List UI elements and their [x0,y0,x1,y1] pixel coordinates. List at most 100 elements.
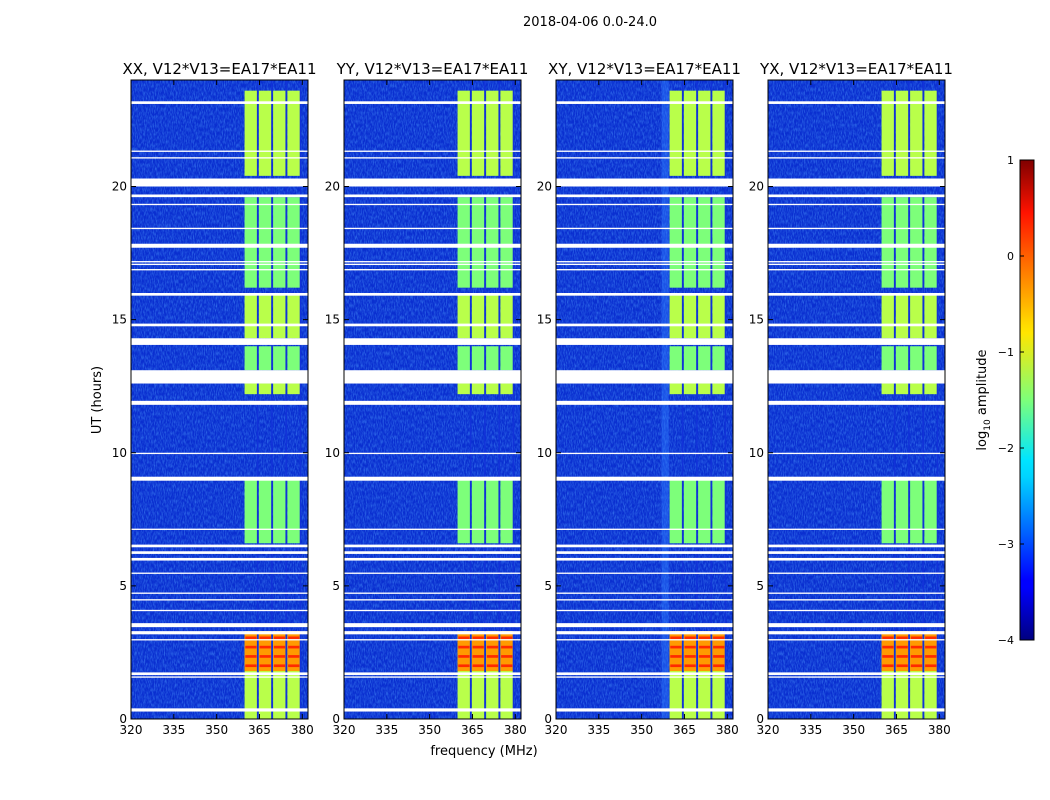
rfi-subband-block [712,479,726,544]
panel-image [556,80,733,719]
flagged-row [131,150,308,152]
flagged-row [556,639,733,641]
flagged-row [344,572,521,574]
flagged-row [344,623,521,628]
flagged-row [344,639,521,641]
rfi-subband-block [287,90,301,176]
rfi-subband-block [895,197,909,288]
colorbar-tick-label: −4 [998,634,1014,647]
rfi-strong-block [471,631,485,672]
rfi-subband-block [500,479,514,544]
panel-3: XY, V12*V13=EA17*EA11 320 335 350 365 380 0 5 10… [537,60,741,737]
rfi-subband-block [698,197,711,288]
rfi-subband-block [895,479,909,544]
rfi-peak-stripe [288,655,300,658]
flagged-row [556,370,733,384]
rfi-peak-stripe [896,655,908,658]
rfi-subband-block [273,346,286,371]
rfi-peak-stripe [684,636,696,640]
rfi-strong-block [698,631,711,672]
flagged-row [344,178,521,187]
rfi-subband-block [258,383,272,395]
flagged-row [344,263,521,266]
rfi-peak-stripe [259,655,271,658]
flagged-row [556,157,733,159]
x-tick-label: 320 [545,723,568,737]
flagged-row [131,452,308,455]
rfi-peak-stripe [910,655,923,658]
rfi-subband-block [924,479,938,544]
rfi-peak-stripe [670,636,682,640]
flagged-row [344,599,521,601]
rfi-peak-stripe [896,664,908,668]
colorbar-tick-label: −3 [998,538,1014,551]
rfi-peak-stripe [910,636,923,640]
x-axis-label: frequency (MHz) [430,744,537,759]
rfi-subband-block [881,293,895,339]
rfi-peak-stripe [698,655,711,658]
rfi-subband-block [258,197,272,288]
rfi-subband-block [895,346,909,371]
flagged-row [131,609,308,612]
rfi-peak-stripe [288,645,300,649]
rfi-strong-block [273,631,286,672]
rfi-subband-block [895,293,909,339]
flagged-row [131,261,308,263]
y-tick-label: 20 [325,180,340,194]
flagged-row [131,243,308,248]
rfi-subband-block [457,346,471,371]
flagged-row [768,672,945,676]
rfi-subband-block [895,90,909,176]
rfi-peak-stripe [670,655,682,658]
rfi-haze [661,80,669,719]
flagged-row [556,476,733,481]
x-tick-label: 350 [205,723,228,737]
flagged-row [768,708,945,712]
flagged-row [768,338,945,345]
rfi-peak-stripe [288,664,300,668]
flagged-row [344,338,521,345]
rfi-subband-block [924,197,938,288]
rfi-peak-stripe [670,664,682,668]
rfi-peak-stripe [245,664,257,668]
rfi-peak-stripe [684,645,696,649]
flagged-row [768,323,945,327]
flagged-row [768,599,945,601]
flagged-row [556,672,733,676]
panel-title: XY, V12*V13=EA17*EA11 [548,60,741,78]
flagged-row [768,572,945,574]
flagged-row [768,370,945,384]
panel-image [344,80,521,719]
rfi-subband-block [486,346,499,371]
y-tick-label: 20 [537,180,552,194]
flagged-row [556,572,733,574]
flagged-row [131,672,308,676]
x-tick-label: 365 [673,723,696,737]
flagged-row [556,551,733,554]
flagged-row [556,708,733,712]
rfi-subband-block [273,293,286,339]
flagged-row [344,452,521,455]
x-tick-label: 320 [120,723,143,737]
flagged-row [768,631,945,635]
flagged-row [131,623,308,628]
rfi-peak-stripe [472,655,484,658]
rfi-peak-stripe [713,664,725,668]
flagged-row [768,452,945,455]
flagged-row [344,476,521,481]
x-tick-label: 335 [587,723,610,737]
flagged-row [768,194,945,198]
flagged-row [768,269,945,271]
y-tick-label: 15 [749,313,764,327]
rfi-peak-stripe [684,664,696,668]
rfi-peak-stripe [458,664,470,668]
rfi-peak-stripe [882,636,894,640]
rfi-subband-block [471,293,485,339]
rfi-subband-block [683,479,697,544]
rfi-peak-stripe [273,636,286,640]
x-tick-label: 320 [333,723,356,737]
rfi-subband-block [486,293,499,339]
panel-image [131,80,308,719]
colorbar-tick-label: 0 [1007,250,1014,263]
flagged-row [344,609,521,612]
